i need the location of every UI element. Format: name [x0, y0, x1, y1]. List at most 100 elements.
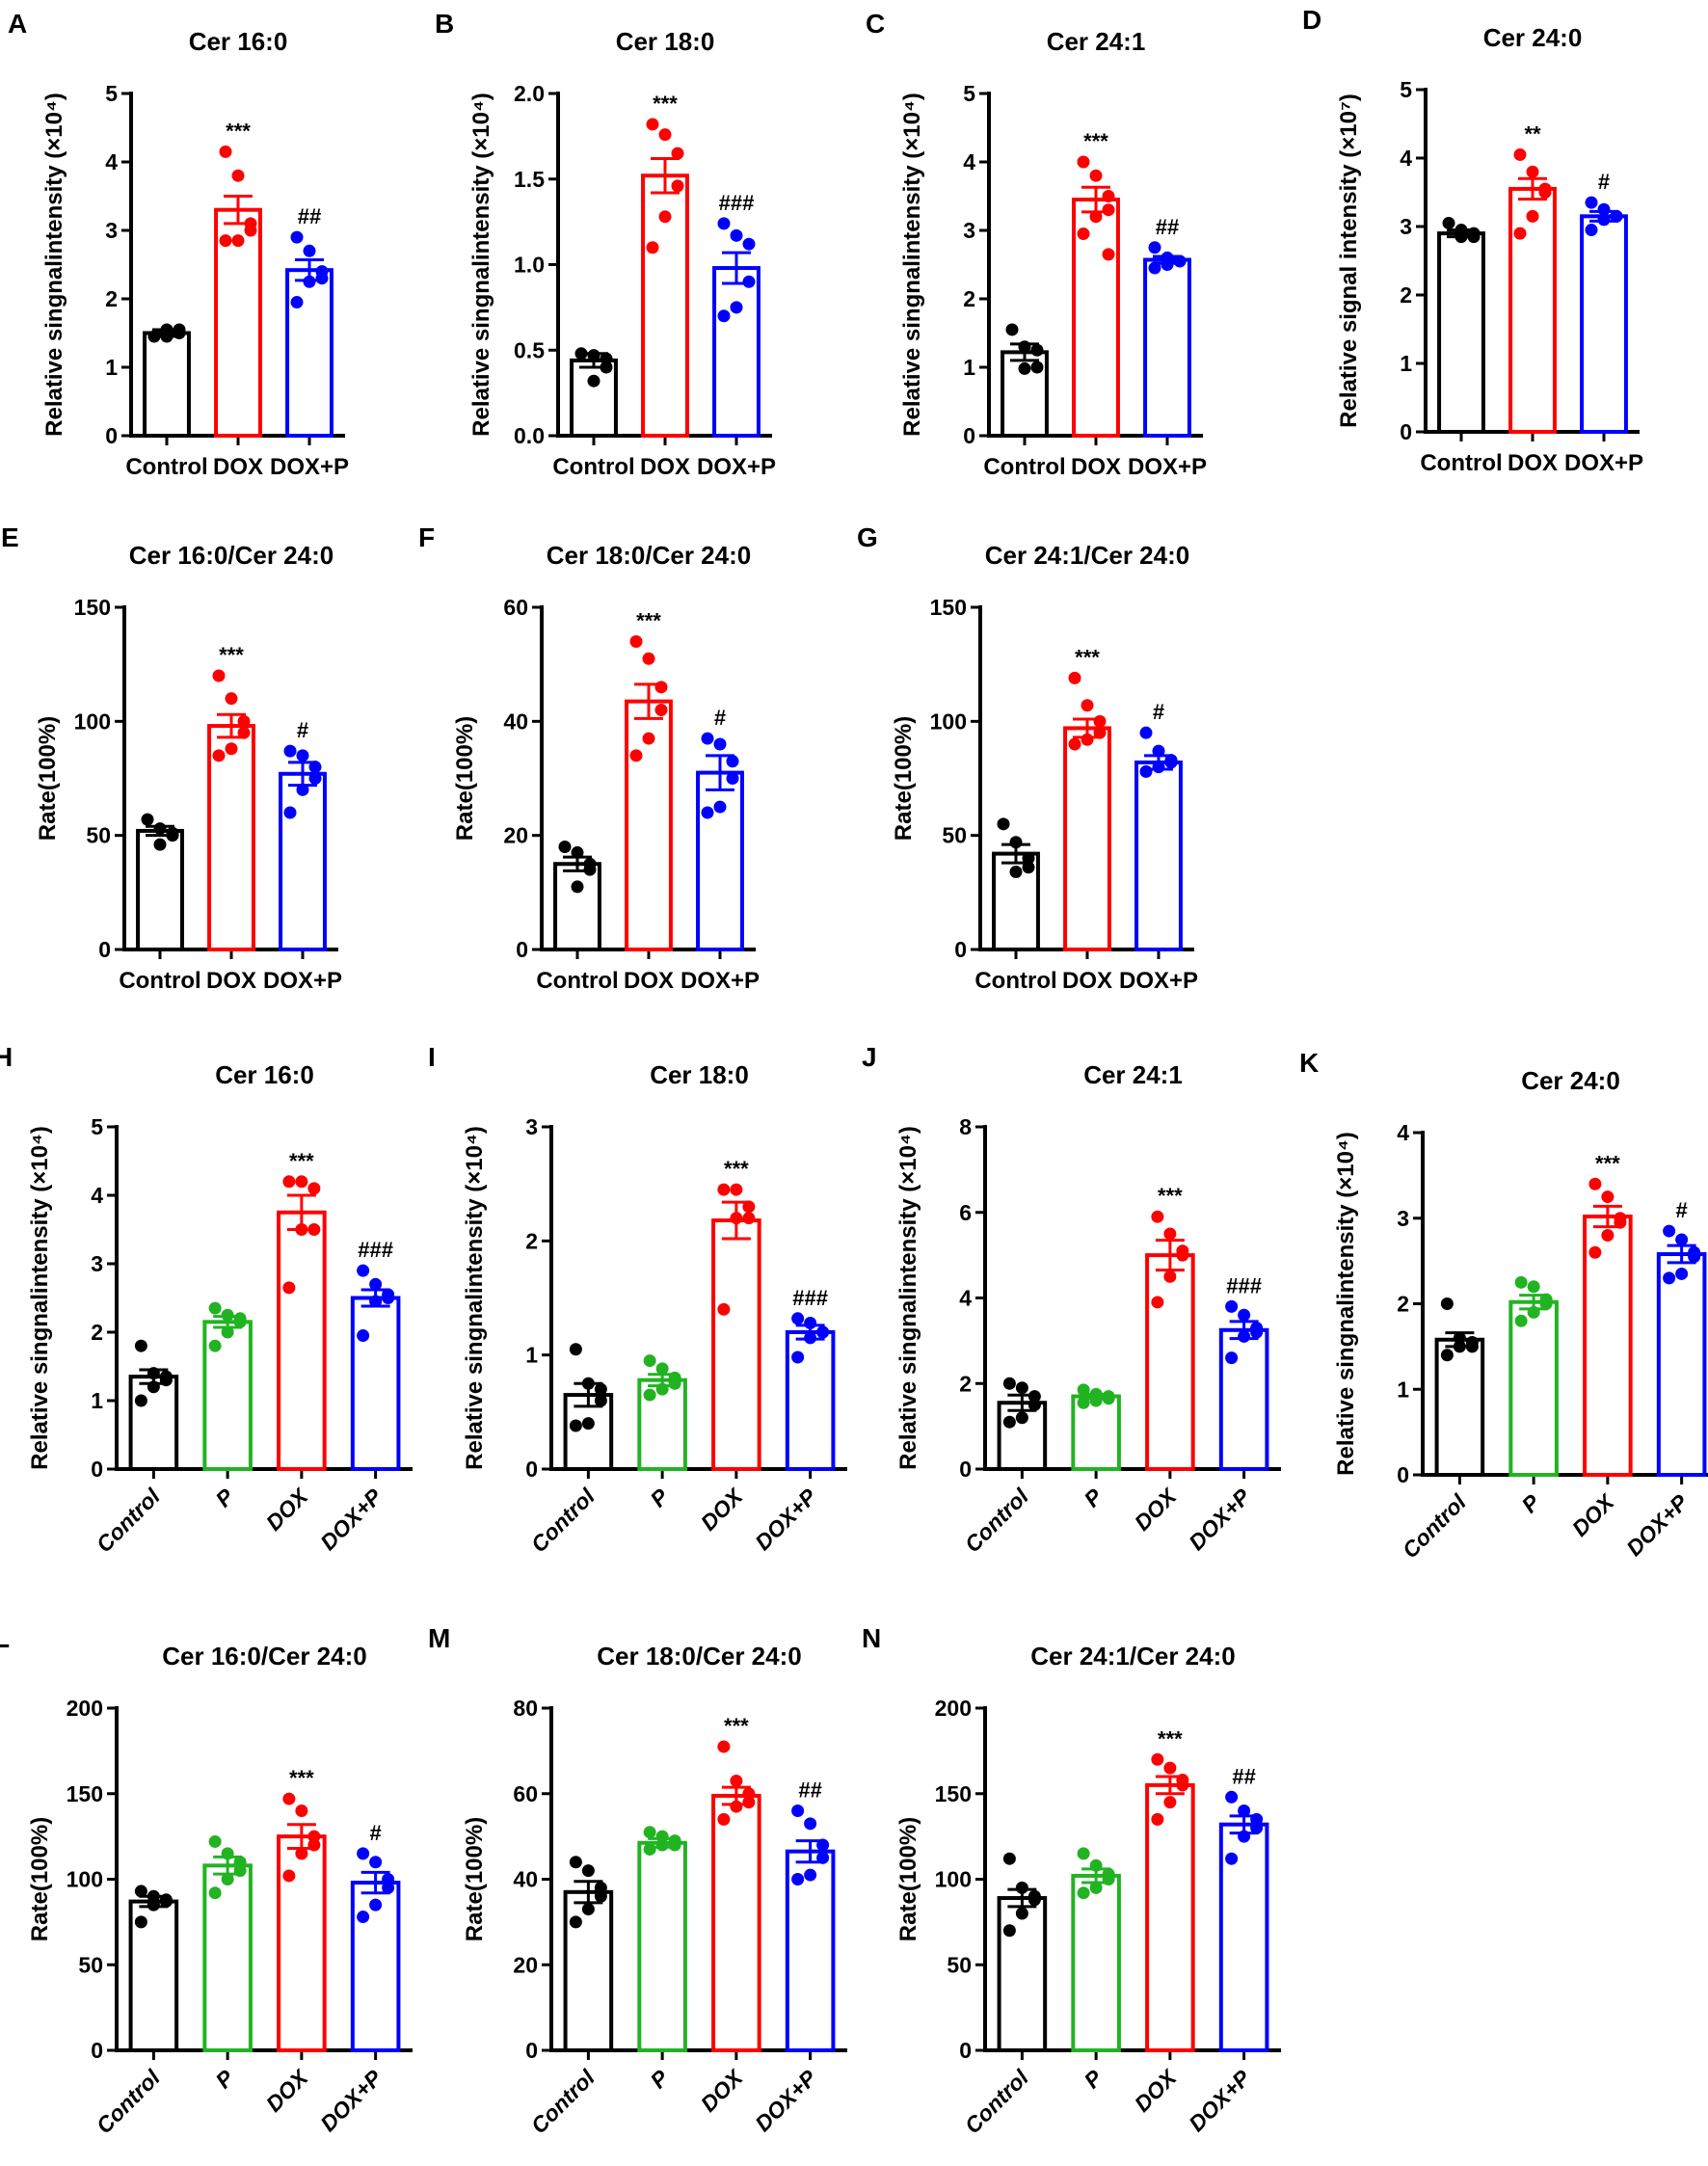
chart-title: Cer 16:0/Cer 24:0	[129, 541, 334, 570]
y-tick-label: 1.5	[514, 167, 545, 192]
y-tick-label: 6	[959, 1200, 972, 1225]
bar-dox	[711, 1218, 761, 1472]
chart-title: Cer 24:0	[1521, 1066, 1620, 1095]
data-point	[1514, 1314, 1528, 1327]
x-tick-label: Control	[974, 968, 1056, 994]
y-tick-label: 0	[954, 937, 967, 962]
y-tick-label: 2	[525, 1228, 538, 1253]
significance-label: ##	[1232, 1764, 1255, 1788]
bar-dox	[1508, 186, 1557, 434]
x-tick-label: DOX	[261, 1483, 314, 1536]
data-point	[369, 1277, 383, 1291]
y-tick-label: 100	[67, 1867, 103, 1892]
data-point	[654, 704, 668, 716]
chart-panel-I: I Cer 18:0 Relative singnalintensity (×10⁴…	[428, 1042, 847, 1557]
data-point	[668, 1838, 681, 1852]
data-point	[134, 1885, 147, 1898]
data-point	[382, 1292, 395, 1304]
data-point	[233, 1315, 247, 1328]
data-point	[713, 737, 727, 751]
data-point	[594, 1889, 607, 1903]
data-point	[816, 1851, 830, 1864]
panel-letter: E	[1, 522, 19, 552]
significance-label: ###	[719, 191, 755, 215]
data-point	[221, 1873, 234, 1885]
data-point	[141, 813, 154, 826]
data-point	[225, 692, 238, 706]
y-tick-label: 0	[959, 1457, 972, 1482]
data-point	[643, 1388, 656, 1402]
y-tick-label: 20	[503, 823, 528, 848]
data-point	[701, 806, 714, 819]
data-point	[629, 749, 643, 762]
significance-label: ***	[724, 1157, 749, 1181]
data-point	[212, 749, 226, 762]
data-point	[804, 1868, 817, 1882]
data-point	[1442, 216, 1455, 229]
data-point	[282, 1281, 296, 1295]
data-point	[1614, 1216, 1627, 1229]
significance-label: #	[714, 706, 726, 730]
data-point	[282, 1792, 296, 1805]
data-point	[1601, 1190, 1615, 1204]
y-tick-label: 0	[525, 1457, 538, 1482]
y-tick-label: 4	[959, 1286, 972, 1311]
data-point	[1526, 209, 1539, 223]
bar-dox	[277, 1834, 327, 2052]
data-point	[1093, 726, 1107, 739]
data-point	[290, 230, 304, 244]
data-point	[1002, 1852, 1016, 1865]
y-tick-label: 20	[513, 1952, 538, 1977]
data-point	[587, 349, 600, 362]
data-point	[997, 817, 1010, 831]
data-point	[1161, 258, 1174, 271]
data-point	[1068, 671, 1081, 684]
significance-label: ***	[1083, 129, 1108, 153]
chart-panel-L: L Cer 16:0/Cer 24:0 Rate(100%) 0 50 100 150 200…	[0, 1623, 413, 2138]
data-point	[1002, 1415, 1016, 1429]
data-point	[726, 755, 739, 768]
data-point	[147, 1367, 160, 1380]
y-tick-label: 1.0	[514, 253, 545, 278]
data-point	[1597, 213, 1611, 227]
bar-control	[1437, 231, 1485, 434]
data-point	[244, 224, 257, 237]
data-point	[791, 1350, 805, 1364]
data-point	[569, 1343, 582, 1356]
data-point	[153, 822, 167, 836]
data-point	[701, 732, 714, 745]
data-point	[1102, 190, 1115, 202]
significance-label: ***	[653, 92, 678, 116]
y-tick-label: 2	[105, 286, 118, 311]
data-point	[159, 1895, 173, 1909]
data-point	[1514, 1275, 1528, 1289]
data-point	[357, 1264, 370, 1277]
data-point	[1467, 230, 1481, 244]
data-point	[221, 1847, 234, 1860]
x-tick-label: Control	[983, 454, 1065, 480]
data-point	[208, 1834, 222, 1848]
x-tick-label: DOX+P	[697, 454, 776, 480]
y-tick-label: 150	[74, 595, 111, 620]
significance-label: #	[1598, 170, 1610, 194]
data-point	[1585, 196, 1598, 209]
data-point	[1018, 340, 1031, 354]
x-tick-label: DOX	[213, 454, 263, 480]
data-point	[1139, 726, 1153, 739]
chart-title: Cer 16:0/Cer 24:0	[162, 1642, 366, 1671]
y-tick-label: 5	[963, 81, 975, 106]
data-point	[307, 1838, 321, 1852]
data-point	[646, 241, 659, 254]
x-tick-label: P	[645, 2065, 674, 2094]
data-point	[642, 652, 655, 665]
data-point	[1250, 1821, 1264, 1834]
data-point	[219, 145, 232, 158]
data-point	[1068, 737, 1081, 751]
data-point	[1102, 1392, 1115, 1405]
y-tick-label: 1	[1397, 1377, 1409, 1402]
data-point	[654, 681, 668, 694]
data-point	[225, 742, 238, 756]
x-tick-label: DOX+P	[263, 968, 342, 994]
data-point	[1601, 1229, 1615, 1242]
x-tick-label: P	[1516, 1489, 1545, 1518]
